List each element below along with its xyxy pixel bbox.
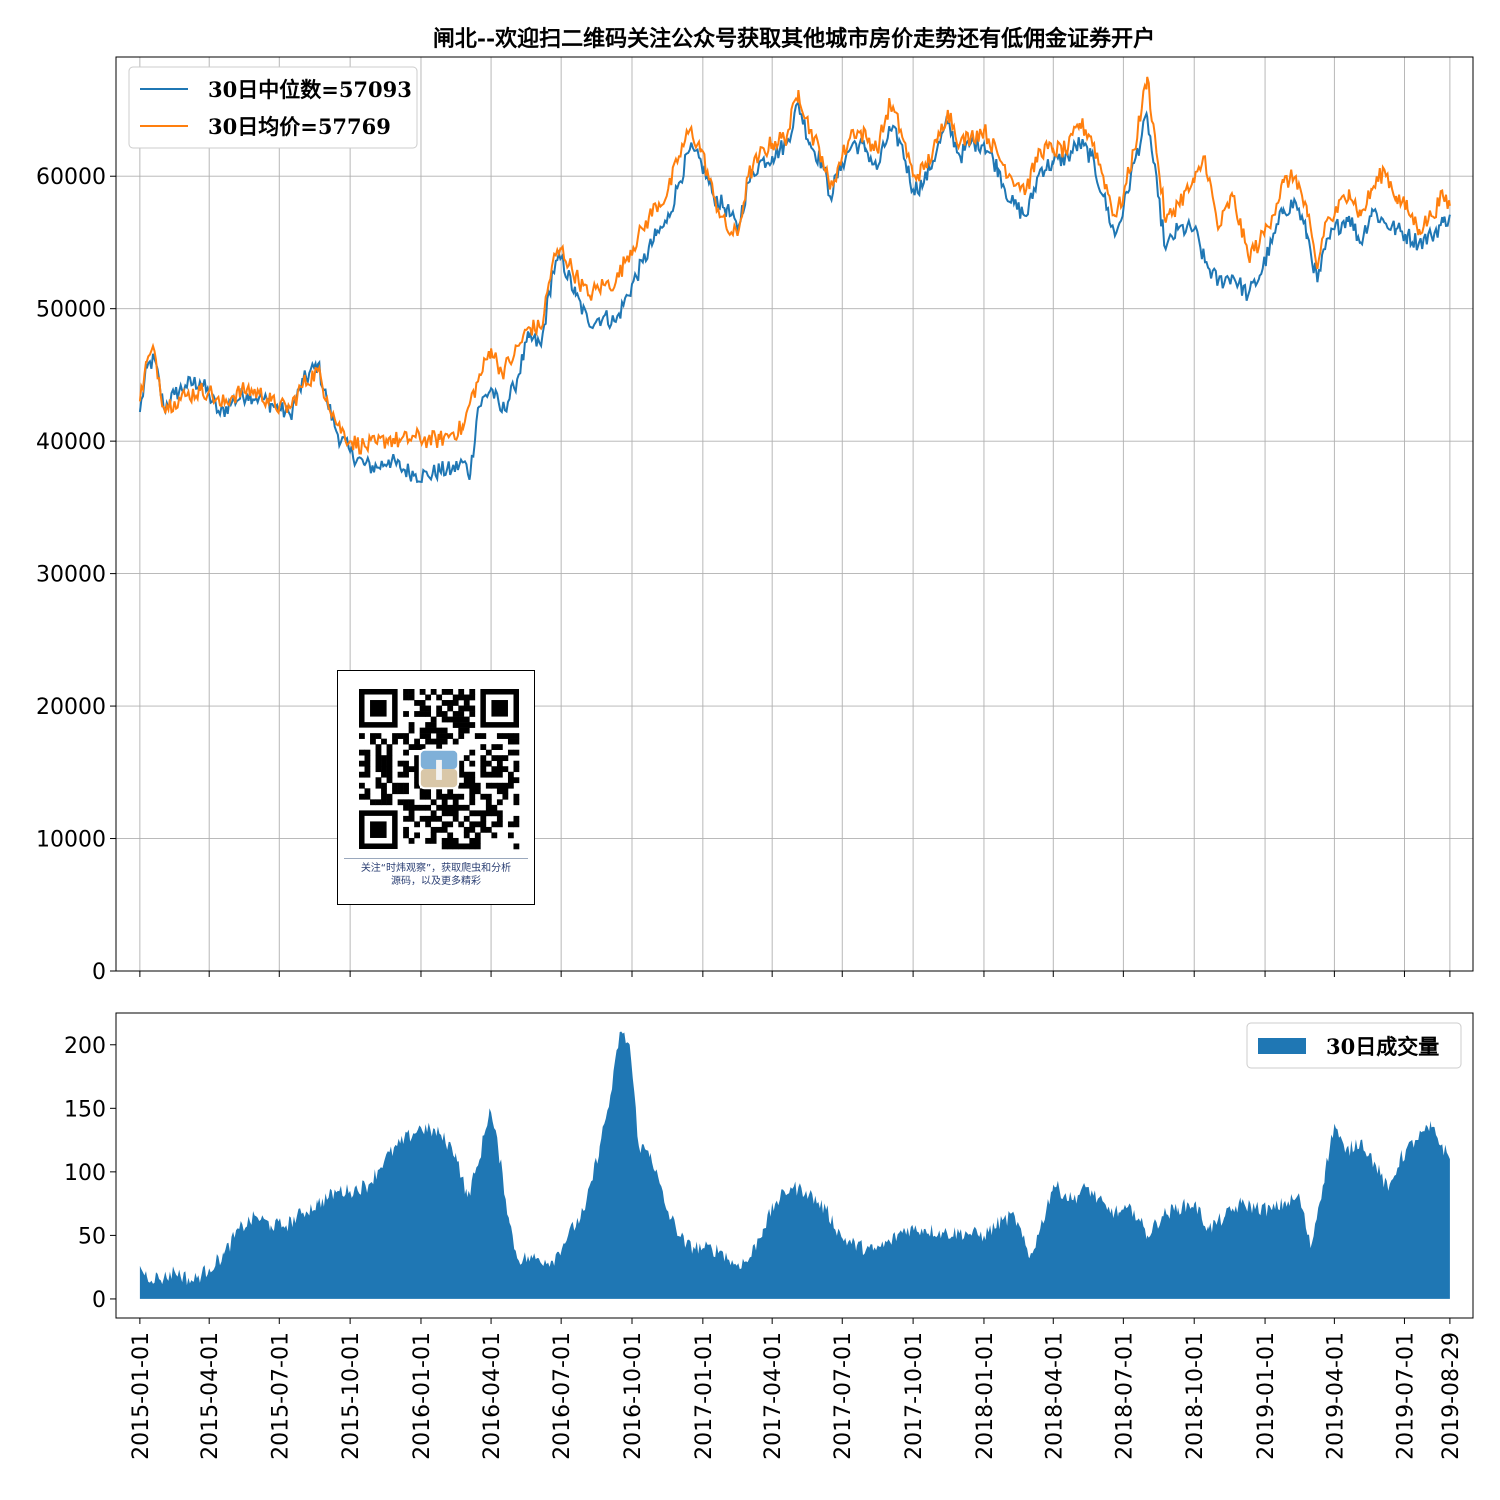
qr-caption-line-1: 关注“时炜观察”，获取爬虫和分析 (360, 863, 512, 874)
price-y-tick-label: 40000 (36, 430, 106, 455)
price-y-tick-label: 50000 (36, 298, 106, 323)
x-tick-label: 2019-07-01 (1393, 1332, 1418, 1460)
price-legend: 30日中位数=57093 30日均价=57769 (128, 66, 418, 149)
x-tick-label: 2016-10-01 (621, 1332, 646, 1460)
x-tick-label: 2017-07-01 (831, 1332, 856, 1460)
x-tick-label: 2017-04-01 (761, 1332, 786, 1460)
x-tick-label: 2016-01-01 (410, 1332, 435, 1460)
volume-y-tick-label: 200 (64, 1034, 106, 1059)
chart-title: 闸北--欢迎扫二维码关注公众号获取其他城市房价走势还有低佣金证券开户 (433, 26, 1155, 52)
x-tick-label: 2018-01-01 (973, 1332, 998, 1460)
legend-label-volume: 30日成交量 (1326, 1034, 1439, 1059)
series-line-0 (138, 102, 1451, 484)
price-y-tick-label: 20000 (36, 695, 106, 720)
price-y-tick-label: 60000 (36, 165, 106, 190)
legend-box (1246, 1022, 1462, 1069)
price-y-tick-label: 0 (92, 960, 106, 985)
volume-chart-panel: 0 50 100 150 200 2015-01-01 2015-04-01 2015-07-… (64, 1012, 1474, 1460)
x-tick-label: 2019-08-29 (1439, 1332, 1464, 1460)
volume-y-tick-label: 150 (64, 1097, 106, 1122)
volume-legend: 30日成交量 (1246, 1022, 1462, 1069)
volume-axes-frame (115, 1012, 1474, 1319)
price-chart-panel: 0 10000 20000 30000 40000 50000 60000 30日中位数=57… (36, 56, 1474, 985)
qr-code-card: 关注“时炜观察”，获取爬虫和分析 源码，以及更多精彩 (337, 670, 535, 905)
legend-box (128, 66, 418, 149)
price-plot-area (116, 57, 1473, 971)
x-tick-label: 2015-04-01 (198, 1332, 223, 1460)
qr-code-icon (359, 689, 520, 850)
price-axes-frame (115, 56, 1474, 972)
x-tick-label: 2016-07-01 (550, 1332, 575, 1460)
x-tick-label: 2018-10-01 (1183, 1332, 1208, 1460)
x-tick-label: 2017-10-01 (902, 1332, 927, 1460)
series-line-1 (138, 76, 1451, 455)
x-tick-label: 2015-10-01 (339, 1332, 364, 1460)
legend-label-1: 30日均价=57769 (208, 114, 391, 139)
x-tick-label: 2015-01-01 (129, 1332, 154, 1460)
volume-y-tick-label: 50 (78, 1224, 106, 1249)
qr-caption-line-2: 源码，以及更多精彩 (391, 876, 481, 887)
x-tick-label: 2017-01-01 (692, 1332, 717, 1460)
qr-caption: 关注“时炜观察”，获取爬虫和分析 源码，以及更多精彩 (344, 858, 528, 888)
x-tick-label: 2016-04-01 (480, 1332, 505, 1460)
price-y-tick-label: 10000 (36, 828, 106, 853)
legend-swatch-volume (1258, 1038, 1306, 1054)
price-y-tick-label: 30000 (36, 563, 106, 588)
legend-label-0: 30日中位数=57093 (208, 77, 412, 102)
volume-area (139, 1031, 1450, 1299)
x-tick-label: 2015-07-01 (268, 1332, 293, 1460)
volume-y-tick-label: 100 (64, 1161, 106, 1186)
x-tick-label: 2019-01-01 (1254, 1332, 1279, 1460)
x-tick-label: 2018-04-01 (1042, 1332, 1067, 1460)
volume-y-tick-label: 0 (92, 1288, 106, 1313)
x-tick-label: 2019-04-01 (1323, 1332, 1348, 1460)
x-tick-label: 2018-07-01 (1112, 1332, 1137, 1460)
